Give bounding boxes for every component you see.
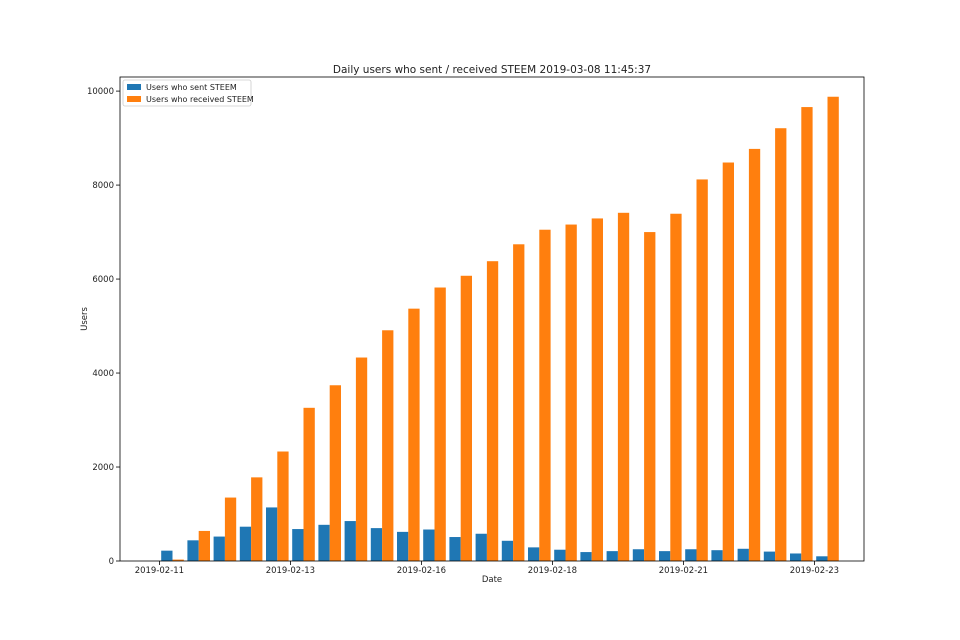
bar-sent — [685, 549, 697, 561]
x-tick-label: 2019-02-23 — [790, 566, 839, 576]
bar-sent — [161, 550, 173, 561]
bar-sent — [292, 529, 304, 561]
y-axis-label: Users — [80, 307, 90, 331]
bar-received — [198, 530, 210, 561]
bar-received — [486, 261, 499, 561]
bar-received — [303, 407, 315, 561]
legend-label-received: Users who received STEEM — [146, 95, 254, 104]
bar-received — [801, 107, 813, 561]
bars — [161, 96, 839, 562]
bar-received — [460, 275, 472, 561]
bar-received — [591, 218, 603, 561]
bar-received — [382, 330, 394, 561]
plot-area-frame — [119, 76, 865, 562]
chart-title: Daily users who sent / received STEEM 20… — [333, 64, 651, 76]
y-tick-label: 6000 — [92, 275, 114, 285]
bar-sent — [580, 552, 592, 561]
bar-received — [434, 287, 446, 561]
bar-received — [644, 232, 656, 561]
bar-sent — [475, 533, 487, 561]
bar-sent — [370, 528, 383, 561]
x-tick-label: 2019-02-21 — [659, 566, 708, 576]
bar-sent — [449, 537, 461, 561]
bar-sent — [554, 549, 566, 561]
bar-received — [617, 212, 630, 562]
bar-sent — [423, 529, 435, 561]
bar-sent — [239, 526, 252, 561]
x-tick-label: 2019-02-18 — [528, 566, 577, 576]
bar-sent — [659, 551, 671, 561]
bar-received — [696, 179, 708, 561]
bar-sent — [397, 531, 409, 561]
bar-received — [513, 244, 525, 562]
bar-sent — [790, 553, 802, 561]
bar-sent — [763, 551, 776, 561]
bar-sent — [632, 549, 645, 561]
y-tick-label: 10000 — [87, 87, 114, 97]
y-axis-ticks: 0 2000 4000 6000 8000 10000 — [87, 87, 120, 567]
bar-sent — [318, 524, 330, 561]
y-tick-label: 8000 — [92, 181, 114, 191]
bar-sent — [501, 540, 514, 561]
x-tick-label: 2019-02-13 — [266, 566, 315, 576]
bar-sent — [266, 507, 278, 561]
legend-box — [122, 79, 252, 107]
bar-sent — [816, 556, 828, 561]
bar-sent — [187, 540, 199, 561]
bar-received — [539, 229, 551, 561]
x-axis-label: Date — [482, 575, 502, 585]
bar-received — [172, 559, 184, 561]
bar-received — [670, 213, 682, 562]
y-tick-label: 4000 — [92, 369, 114, 379]
bar-received — [251, 477, 263, 561]
bar-received — [565, 224, 577, 562]
bar-received — [329, 385, 341, 561]
legend-swatch-received — [127, 96, 141, 102]
bar-sent — [711, 550, 723, 561]
legend-swatch-sent — [127, 84, 141, 90]
bar-received — [355, 357, 368, 561]
bar-received — [408, 308, 420, 561]
bar-received — [277, 451, 289, 561]
bar-received — [775, 128, 787, 561]
x-tick-label: 2019-02-16 — [397, 566, 446, 576]
bar-received — [748, 148, 761, 561]
bar-sent — [528, 547, 540, 561]
bar-received — [722, 162, 734, 561]
bar-sent — [606, 551, 618, 561]
legend: Users who sent STEEM Users who received … — [122, 79, 254, 107]
y-tick-label: 0 — [109, 557, 114, 567]
bar-sent — [344, 521, 356, 561]
bar-received — [224, 497, 237, 561]
y-tick-label: 2000 — [92, 463, 114, 473]
x-tick-label: 2019-02-11 — [135, 566, 184, 576]
bar-sent — [213, 536, 225, 561]
bar-sent — [737, 548, 749, 561]
bar-received — [827, 96, 839, 562]
legend-label-sent: Users who sent STEEM — [146, 83, 237, 92]
x-axis-ticks: 2019-02-11 2019-02-13 2019-02-16 2019-02-18… — [135, 561, 839, 576]
